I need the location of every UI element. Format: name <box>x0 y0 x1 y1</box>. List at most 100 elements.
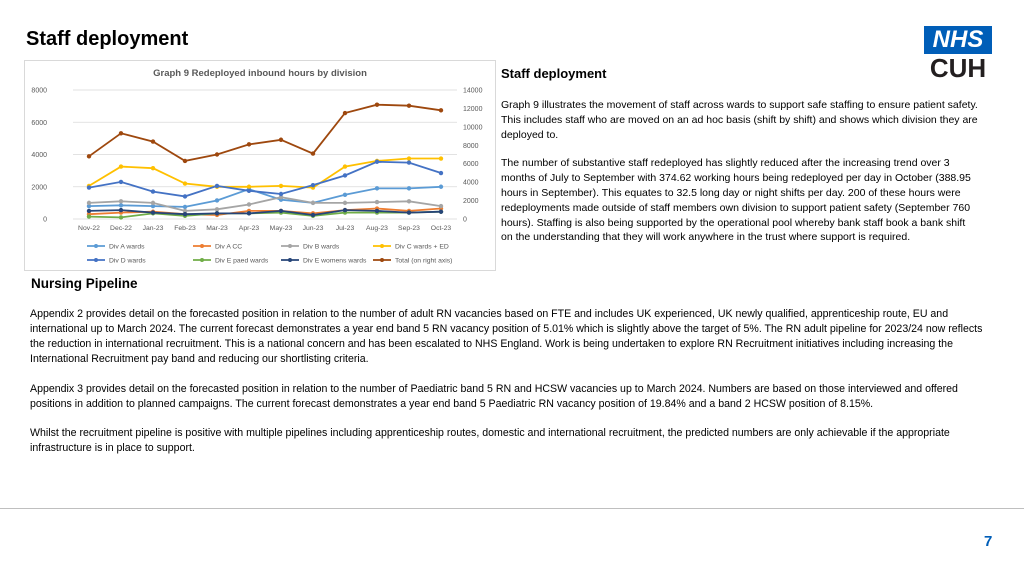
x-axis-tick-label: Oct-23 <box>431 225 452 232</box>
data-point <box>310 182 316 188</box>
right-axis-tick-label: 6000 <box>463 161 479 168</box>
data-point <box>438 170 444 176</box>
data-point <box>438 203 444 209</box>
legend-label: Div B wards <box>303 244 340 251</box>
data-point <box>406 103 412 108</box>
chart-title: Graph 9 Redeployed inbound hours by divi… <box>153 68 367 79</box>
left-axis-tick-label: 0 <box>43 217 47 224</box>
right-axis-tick-label: 0 <box>463 217 467 224</box>
page-number: 7 <box>984 533 993 550</box>
side-paragraph: The number of substantive staff redeploy… <box>501 157 971 244</box>
x-axis-tick-label: Jun-23 <box>303 225 324 232</box>
body-paragraph: Appendix 2 provides detail on the foreca… <box>30 308 983 365</box>
data-point <box>150 200 156 206</box>
data-point <box>246 142 252 147</box>
body-paragraph: Appendix 3 provides detail on the foreca… <box>30 382 958 410</box>
data-point <box>86 185 92 190</box>
data-point <box>278 208 284 214</box>
legend-label: Div E paed wards <box>215 258 269 265</box>
legend-label: Div D wards <box>109 258 146 265</box>
data-point <box>310 151 316 156</box>
side-paragraph: Graph 9 illustrates the movement of staf… <box>501 99 978 141</box>
series-line <box>88 157 441 189</box>
data-point <box>374 208 380 214</box>
legend-label: Div E womens wards <box>303 258 367 265</box>
data-point <box>118 203 124 208</box>
data-point <box>118 207 124 213</box>
right-axis-tick-label: 12000 <box>463 106 483 113</box>
data-point <box>438 209 444 214</box>
data-point <box>342 164 348 169</box>
legend-marker <box>94 244 98 248</box>
data-point <box>150 139 156 144</box>
data-point <box>86 203 92 209</box>
legend-marker <box>380 258 384 262</box>
data-point <box>406 186 412 191</box>
right-axis-ticks: 0 2000 4000 6000 8000 10000 12000 14000 <box>463 88 483 224</box>
nhs-logo-mark: NHS <box>924 26 992 54</box>
legend-marker <box>200 258 204 262</box>
x-axis-tick-label: Nov-22 <box>78 225 100 232</box>
data-point <box>214 211 220 216</box>
data-point <box>406 160 412 165</box>
chart-legend: Div A wards Div A CC Div B wards Div C ward… <box>87 244 452 265</box>
legend-label: Div C wards + ED <box>395 244 449 251</box>
data-point <box>278 137 284 142</box>
data-point <box>86 154 92 159</box>
nursing-pipeline-text: Appendix 2 provides detail on the foreca… <box>30 307 996 471</box>
right-axis-tick-label: 4000 <box>463 180 479 187</box>
chart-container: Graph 9 Redeployed inbound hours by divi… <box>24 60 496 271</box>
data-point <box>118 164 124 169</box>
section-heading: Nursing Pipeline <box>31 276 138 291</box>
data-point <box>214 183 220 189</box>
footer-divider <box>0 508 1024 509</box>
data-point <box>182 194 188 199</box>
line-chart: Graph 9 Redeployed inbound hours by divi… <box>31 68 483 265</box>
organisation-logo-text: CUH <box>929 53 987 83</box>
x-axis-tick-label: Apr-23 <box>239 225 260 232</box>
legend-marker <box>288 258 292 262</box>
data-point <box>182 211 188 217</box>
data-point <box>118 215 124 220</box>
data-point <box>182 158 188 164</box>
page-title: Staff deployment <box>26 28 189 50</box>
right-axis-tick-label: 2000 <box>463 198 479 205</box>
legend-label: Div A wards <box>109 244 145 251</box>
left-axis-tick-label: 6000 <box>31 120 47 127</box>
legend-marker <box>288 244 292 248</box>
legend-label: Div A CC <box>215 244 242 251</box>
data-point <box>246 211 252 216</box>
body-paragraph: Whilst the recruitment pipeline is posit… <box>30 427 950 454</box>
series-line <box>88 160 442 198</box>
data-point <box>118 131 124 136</box>
right-axis-tick-label: 14000 <box>463 88 483 95</box>
data-point <box>150 210 156 215</box>
x-axis-tick-label: Dec-22 <box>110 225 132 232</box>
data-point <box>406 199 412 204</box>
data-point <box>86 200 92 206</box>
data-point <box>438 184 444 189</box>
data-point <box>214 198 220 203</box>
data-point <box>342 192 348 198</box>
data-point <box>182 208 188 214</box>
series-line <box>88 185 442 208</box>
data-point <box>438 156 444 161</box>
legend-label: Total (on right axis) <box>395 258 452 265</box>
legend-marker <box>94 258 98 262</box>
x-axis-tick-label: Mar-23 <box>206 225 228 232</box>
legend-marker <box>380 244 384 248</box>
left-axis-tick-label: 4000 <box>31 152 47 159</box>
data-point <box>438 108 444 113</box>
data-point <box>278 195 284 200</box>
left-axis-tick-label: 2000 <box>31 184 47 191</box>
data-point <box>278 183 284 189</box>
series-line <box>88 196 442 212</box>
nhs-cuh-logo: NHS CUH <box>924 26 994 82</box>
data-point <box>342 207 348 213</box>
x-axis-tick-label: Jul-23 <box>336 225 355 232</box>
side-description: Graph 9 illustrates the movement of staf… <box>501 98 979 259</box>
data-point <box>182 204 188 210</box>
right-axis-tick-label: 8000 <box>463 143 479 150</box>
data-point <box>374 159 380 164</box>
data-point <box>150 166 156 171</box>
